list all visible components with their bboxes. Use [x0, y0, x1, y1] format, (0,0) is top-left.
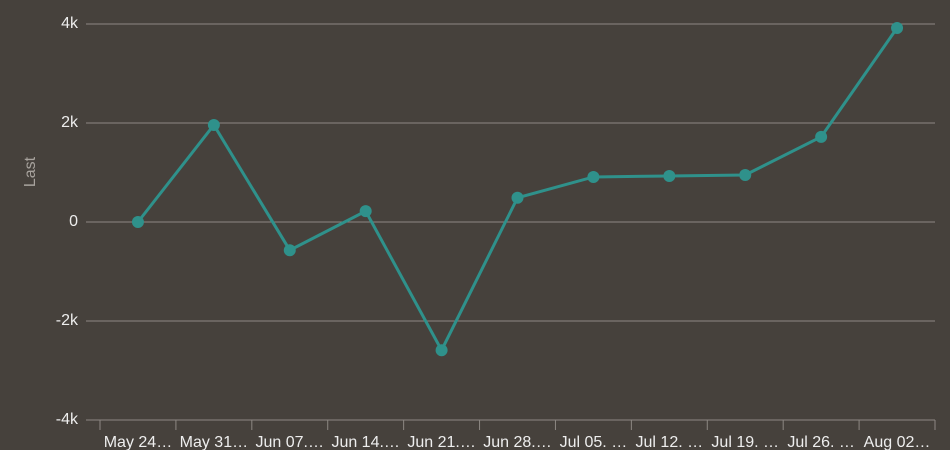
x-tick-label: Jul 19. …	[711, 434, 779, 450]
data-point	[739, 168, 752, 181]
data-point	[511, 191, 524, 204]
y-axis-title: Last	[22, 156, 39, 187]
x-tick-label: May 24…	[104, 434, 172, 450]
data-point	[663, 169, 676, 182]
data-point	[891, 21, 904, 34]
y-tick-label: 2k	[61, 114, 79, 131]
y-tick-label: -2k	[56, 312, 79, 329]
x-tick-label: Jul 26. …	[787, 434, 855, 450]
x-tick-label: Jun 28.…	[483, 434, 551, 450]
data-point	[815, 130, 828, 143]
y-tick-label: 0	[69, 213, 78, 230]
series-line	[136, 27, 899, 354]
x-tick-label: Jul 12. …	[636, 434, 704, 450]
data-point	[587, 170, 600, 183]
x-tick-label: Jun 14.…	[331, 434, 399, 450]
y-tick-label: 4k	[61, 15, 79, 32]
data-point	[283, 244, 296, 257]
data-point	[435, 344, 448, 357]
x-tick-label: Jun 07.…	[256, 434, 324, 450]
x-tick-label: Aug 02…	[864, 434, 931, 450]
data-point	[207, 118, 220, 131]
x-tick-label: May 31…	[180, 434, 248, 450]
y-tick-label: -4k	[56, 411, 79, 428]
x-tick-label: Jul 05. …	[560, 434, 628, 450]
data-point	[359, 205, 372, 218]
data-point	[131, 216, 144, 228]
x-tick-label: Jun 21.…	[407, 434, 475, 450]
